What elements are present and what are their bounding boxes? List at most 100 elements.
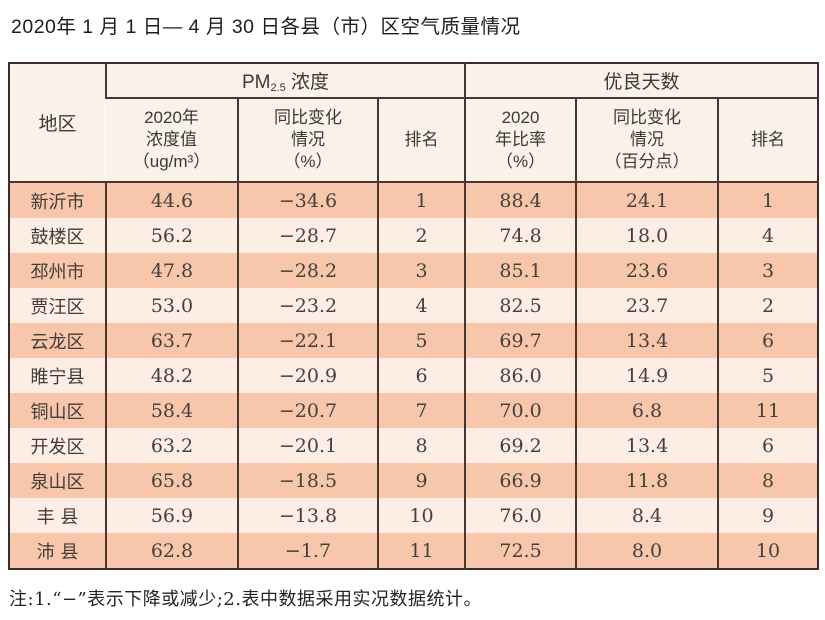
col-header-line: （ug/m³） <box>132 152 211 172</box>
gd-rank-cell: 9 <box>717 498 819 533</box>
col-group-pm25: PM2.5 浓度 <box>104 63 466 99</box>
pm-change-cell: −20.7 <box>237 393 378 428</box>
col-header-line: 情况 <box>291 129 325 149</box>
col-header-line: 同比变化 <box>613 107 682 127</box>
table-row: 新沂市 44.6 −34.6 1 88.4 24.1 1 <box>9 182 819 218</box>
gd-rank-cell: 11 <box>717 393 819 428</box>
col-header-line: 浓度值 <box>146 129 197 149</box>
region-cell: 丰 县 <box>9 498 106 533</box>
region-cell: 开发区 <box>9 428 106 463</box>
gd-change-cell: 18.0 <box>575 218 719 253</box>
gd-rank-cell: 10 <box>717 533 819 569</box>
gd-change-cell: 8.0 <box>575 533 719 569</box>
col-header-line: （%） <box>283 152 333 172</box>
pm-value-cell: 47.8 <box>105 253 238 288</box>
gd-change-cell: 13.4 <box>575 428 719 463</box>
pm-rank-cell: 3 <box>376 253 466 288</box>
gd-ratio-cell: 69.2 <box>464 428 577 463</box>
col-header-pm-change: 同比变化 情况 （%） <box>237 98 378 183</box>
gd-ratio-cell: 74.8 <box>464 218 577 253</box>
pm-change-cell: −20.9 <box>237 358 378 393</box>
table-row: 沛 县 62.8 −1.7 11 72.5 8.0 10 <box>9 533 819 569</box>
pm-rank-cell: 9 <box>376 463 466 498</box>
pm25-label-suffix: 浓度 <box>285 72 330 93</box>
gd-rank-cell: 3 <box>717 253 819 288</box>
col-header-line: 年比率 <box>495 129 547 149</box>
pm-change-cell: −13.8 <box>237 498 378 533</box>
air-quality-table: 地区 PM2.5 浓度 优良天数 2020年 浓度值 （ug/m³） 同比变化 … <box>8 62 820 570</box>
table-body: 新沂市 44.6 −34.6 1 88.4 24.1 1 鼓楼区 56.2 −2… <box>9 182 819 569</box>
pm-rank-cell: 4 <box>376 288 466 323</box>
pm-rank-cell: 10 <box>376 498 466 533</box>
gd-change-cell: 6.8 <box>575 393 719 428</box>
col-header-gd-change: 同比变化 情况 （百分点） <box>575 98 719 183</box>
pm-rank-cell: 5 <box>376 323 466 358</box>
page-title: 2020年 1 月 1 日— 4 月 30 日各县（市）区空气质量情况 <box>11 16 521 38</box>
pm25-subscript: 2.5 <box>270 82 286 94</box>
gd-ratio-cell: 66.9 <box>464 463 577 498</box>
gd-ratio-cell: 85.1 <box>464 253 577 288</box>
pm-rank-cell: 1 <box>376 182 466 218</box>
header-sub-row: 2020年 浓度值 （ug/m³） 同比变化 情况 （%） 排名 2020 年比… <box>9 98 819 183</box>
pm-rank-cell: 7 <box>376 393 466 428</box>
col-header-gd-rank: 排名 <box>717 98 819 183</box>
pm-value-cell: 56.9 <box>105 498 238 533</box>
region-cell: 沛 县 <box>9 533 106 569</box>
table-row: 邳州市 47.8 −28.2 3 85.1 23.6 3 <box>9 253 819 288</box>
gd-change-cell: 13.4 <box>575 323 719 358</box>
table-row: 睢宁县 48.2 −20.9 6 86.0 14.9 5 <box>9 358 819 393</box>
gd-rank-cell: 5 <box>717 358 819 393</box>
region-cell: 铜山区 <box>9 393 106 428</box>
gd-change-cell: 23.7 <box>575 288 719 323</box>
pm-change-cell: −23.2 <box>237 288 378 323</box>
gd-change-cell: 14.9 <box>575 358 719 393</box>
pm-value-cell: 65.8 <box>105 463 238 498</box>
pm-value-cell: 58.4 <box>105 393 238 428</box>
pm-rank-cell: 2 <box>376 218 466 253</box>
col-header-line: （百分点） <box>604 152 690 172</box>
gd-ratio-cell: 70.0 <box>464 393 577 428</box>
pm25-label: PM <box>241 72 271 93</box>
pm-value-cell: 48.2 <box>105 358 238 393</box>
region-cell: 泉山区 <box>9 463 106 498</box>
gd-rank-cell: 6 <box>717 323 819 358</box>
pm-rank-cell: 8 <box>376 428 466 463</box>
pm-value-cell: 62.8 <box>105 533 238 569</box>
gd-ratio-cell: 86.0 <box>464 358 577 393</box>
gd-change-cell: 8.4 <box>575 498 719 533</box>
pm-change-cell: −18.5 <box>237 463 378 498</box>
col-header-line: （%） <box>495 152 546 172</box>
col-header-line: 情况 <box>630 129 665 149</box>
region-cell: 贾汪区 <box>9 288 106 323</box>
col-header-line: 2020年 <box>144 107 199 127</box>
gd-change-cell: 11.8 <box>575 463 719 498</box>
pm-change-cell: −28.7 <box>237 218 378 253</box>
pm-change-cell: −34.6 <box>237 182 378 218</box>
pm-value-cell: 63.2 <box>105 428 238 463</box>
gd-ratio-cell: 72.5 <box>464 533 577 569</box>
col-header-pm-value: 2020年 浓度值 （ug/m³） <box>106 98 238 183</box>
table-row: 丰 县 56.9 −13.8 10 76.0 8.4 9 <box>9 498 819 533</box>
col-header-pm-rank: 排名 <box>376 98 466 183</box>
col-header-region: 地区 <box>9 63 106 183</box>
gd-ratio-cell: 82.5 <box>464 288 577 323</box>
pm-change-cell: −22.1 <box>237 323 378 358</box>
pm-rank-cell: 11 <box>376 533 466 569</box>
header-group-row: 地区 PM2.5 浓度 优良天数 <box>9 63 819 183</box>
col-header-gd-ratio: 2020 年比率 （%） <box>464 98 577 183</box>
region-cell: 鼓楼区 <box>9 218 106 253</box>
table-row: 鼓楼区 56.2 −28.7 2 74.8 18.0 4 <box>9 218 819 253</box>
table-row: 贾汪区 53.0 −23.2 4 82.5 23.7 2 <box>9 288 819 323</box>
pm-change-cell: −20.1 <box>237 428 378 463</box>
gd-rank-cell: 1 <box>717 182 819 218</box>
pm-value-cell: 53.0 <box>105 288 238 323</box>
table-row: 开发区 63.2 −20.1 8 69.2 13.4 6 <box>9 428 819 463</box>
gd-rank-cell: 2 <box>717 288 819 323</box>
footnote: 注:1.“−”表示下降或减少;2.表中数据采用实况数据统计。 <box>9 589 482 610</box>
col-group-good-days: 优良天数 <box>464 63 819 99</box>
gd-ratio-cell: 76.0 <box>464 498 577 533</box>
gd-rank-cell: 8 <box>717 463 819 498</box>
table-header: 地区 PM2.5 浓度 优良天数 2020年 浓度值 （ug/m³） 同比变化 … <box>9 63 819 183</box>
region-cell: 睢宁县 <box>9 358 106 393</box>
